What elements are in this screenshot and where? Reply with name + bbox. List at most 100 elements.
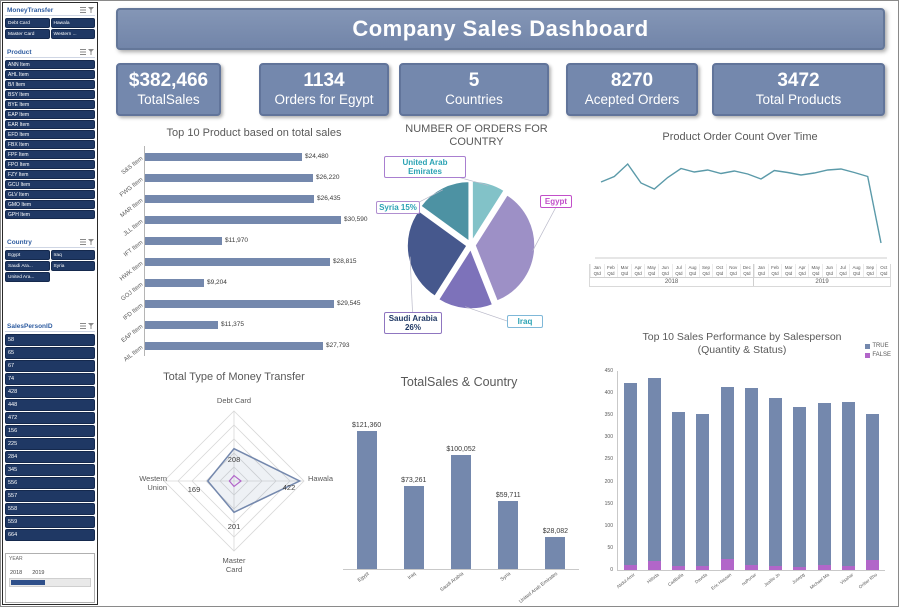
slicer-item-product[interactable]: ANN Item bbox=[5, 60, 95, 69]
slicer-sidebar: MoneyTransfer Debt Card Hawala Master Card… bbox=[2, 2, 98, 605]
pie-label-0: United Arab Emirates bbox=[384, 156, 466, 179]
bar bbox=[356, 431, 377, 569]
y-tick-label: 0 bbox=[610, 566, 613, 573]
kpi-label: Acepted Orders bbox=[584, 92, 680, 108]
bar-row: JLL Item $30,590 bbox=[104, 209, 404, 237]
month-label: May bbox=[647, 265, 656, 271]
month-label: Jan bbox=[757, 265, 766, 271]
slicer-item-product[interactable]: GMO Item bbox=[5, 200, 95, 209]
slicer-item-salesperson[interactable]: 664 bbox=[5, 529, 95, 541]
x-tick-label: Oritter Rho bbox=[857, 572, 879, 590]
chart-title: Product Order Count Over Time bbox=[662, 131, 818, 143]
chart-salesperson-performance: Top 10 Sales Performance by Salesperson … bbox=[593, 331, 891, 603]
value-label: $30,590 bbox=[344, 216, 368, 224]
chart-subtitle: (Quantity & Status) bbox=[697, 343, 787, 356]
bar-slot: $59,711 Syria bbox=[485, 403, 532, 583]
timeline-selection[interactable] bbox=[11, 580, 45, 585]
chart-top10-products: Top 10 Product based on total sales S&S … bbox=[104, 127, 404, 372]
chart-title: Top 10 Product based on total sales bbox=[166, 127, 342, 139]
stacked-bar bbox=[672, 411, 686, 570]
multi-select-icon[interactable] bbox=[80, 7, 86, 13]
slicer-item-salesperson[interactable]: 472 bbox=[5, 412, 95, 424]
clear-filter-icon[interactable] bbox=[88, 239, 94, 245]
radar-value-label: 422 bbox=[282, 483, 296, 492]
slicer-item-salesperson[interactable]: 556 bbox=[5, 477, 95, 489]
slicer-item-money-transfer[interactable]: Master Card bbox=[5, 29, 50, 39]
slicer-item-salesperson[interactable]: 557 bbox=[5, 490, 95, 502]
slicer-item-product[interactable]: GCU Item bbox=[5, 180, 95, 189]
slicer-item-product[interactable]: GPH Item bbox=[5, 210, 95, 219]
slicer-item-money-transfer[interactable]: Debt Card bbox=[5, 18, 50, 28]
slicer-item-product[interactable]: EFD Item bbox=[5, 130, 95, 139]
bar-slot: $121,360 Egypt bbox=[343, 403, 390, 584]
slicer-item-country[interactable]: Iraq bbox=[50, 250, 95, 260]
legend-item-false: FALSE bbox=[865, 352, 891, 358]
slicer-item-salesperson[interactable]: 428 bbox=[5, 386, 95, 398]
x-tick-label: Jan Qtd bbox=[754, 264, 768, 278]
slicer-title: Product bbox=[7, 48, 32, 56]
slicer-header: SalesPersonID bbox=[5, 321, 95, 332]
slicer-item-salesperson[interactable]: 345 bbox=[5, 464, 95, 476]
x-tick-label: Jul Qtd bbox=[835, 264, 850, 278]
multi-select-icon[interactable] bbox=[80, 323, 86, 329]
x-tick-label: Apr Qtd bbox=[630, 264, 645, 278]
slicer-item-product[interactable]: FZY Item bbox=[5, 170, 95, 179]
slicer-item-product[interactable]: BYE Item bbox=[5, 100, 95, 109]
slicer-item-product[interactable]: FPF Item bbox=[5, 150, 95, 159]
clear-filter-icon[interactable] bbox=[88, 323, 94, 329]
bar bbox=[545, 537, 566, 569]
slicer-item-salesperson[interactable]: 67 bbox=[5, 360, 95, 372]
slicer-item-product[interactable]: EAR Item bbox=[5, 120, 95, 129]
bar-slot: $73,261 Iraq bbox=[390, 403, 437, 581]
slicer-item-salesperson[interactable]: 448 bbox=[5, 399, 95, 411]
multi-select-icon[interactable] bbox=[80, 49, 86, 55]
slicer-item-product[interactable]: B/I Item bbox=[5, 80, 95, 89]
slicer-item-product[interactable]: GLV Item bbox=[5, 190, 95, 199]
y-tick-label: 50 bbox=[607, 544, 613, 551]
segment-false bbox=[696, 565, 710, 570]
slicer-item-salesperson[interactable]: 284 bbox=[5, 451, 95, 463]
slicer-item-product[interactable]: FBX Item bbox=[5, 140, 95, 149]
slicer-item-country[interactable]: Saudi Ara... bbox=[5, 261, 50, 271]
chart-title: TotalSales & Country bbox=[400, 375, 518, 389]
clear-filter-icon[interactable] bbox=[88, 49, 94, 55]
slicer-item-list: 58 65 67 74 428 448 472 156 225 284 345 556 557 558 55… bbox=[5, 334, 95, 541]
slicer-item-country[interactable]: Syria bbox=[50, 261, 95, 271]
slicer-item-country[interactable]: Egypt bbox=[5, 250, 50, 260]
clear-filter-icon[interactable] bbox=[88, 7, 94, 13]
slicer-item-country[interactable]: United Ara... bbox=[5, 272, 50, 282]
slicer-item-product[interactable]: AHL Item bbox=[5, 70, 95, 79]
timeline-track[interactable] bbox=[9, 578, 91, 587]
segment-true bbox=[793, 407, 807, 568]
slicer-item-salesperson[interactable]: 225 bbox=[5, 438, 95, 450]
x-tick-label: Jan Qtd bbox=[590, 264, 604, 278]
kpi-label: Total Products bbox=[755, 92, 842, 108]
slicer-item-salesperson[interactable]: 74 bbox=[5, 373, 95, 385]
slicer-item-product[interactable]: EAP Item bbox=[5, 110, 95, 119]
kpi-card-accepted-orders: 8270 Acepted Orders bbox=[566, 63, 698, 116]
segment-true bbox=[744, 387, 758, 565]
slicer-item-salesperson[interactable]: 58 bbox=[5, 334, 95, 346]
slicer-item-money-transfer[interactable]: Western ... bbox=[50, 29, 95, 39]
slicer-item-product[interactable]: FPO Item bbox=[5, 160, 95, 169]
radar-axis-label: Hawala bbox=[308, 474, 334, 483]
slicer-item-salesperson[interactable]: 558 bbox=[5, 503, 95, 515]
segment-false bbox=[842, 565, 856, 570]
slicer-item-money-transfer[interactable]: Hawala bbox=[50, 18, 95, 28]
segment-true bbox=[672, 411, 686, 567]
chart-orders-by-country-pie: NUMBER OF ORDERS FOR COUNTRY United Arab… bbox=[374, 123, 579, 363]
chart-totalsales-country: TotalSales & Country $121,360 Egypt $73,26… bbox=[333, 375, 585, 605]
x-tick-label: Mar Qtd bbox=[617, 264, 631, 278]
slicer-item-product[interactable]: BSY Item bbox=[5, 90, 95, 99]
y-tick-label: 450 bbox=[604, 368, 613, 374]
timeline-year: 2019 bbox=[32, 570, 45, 576]
slicer-item-salesperson[interactable]: 65 bbox=[5, 347, 95, 359]
slicer-item-salesperson[interactable]: 559 bbox=[5, 516, 95, 528]
segment-false bbox=[672, 566, 686, 570]
stacked-bar bbox=[842, 402, 856, 570]
slicer-item-salesperson[interactable]: 156 bbox=[5, 425, 95, 437]
slicer-money-transfer: MoneyTransfer Debt Card Hawala Master Card… bbox=[5, 5, 95, 39]
bar bbox=[145, 173, 313, 182]
multi-select-icon[interactable] bbox=[80, 239, 86, 245]
month-label: Jun bbox=[825, 265, 833, 271]
